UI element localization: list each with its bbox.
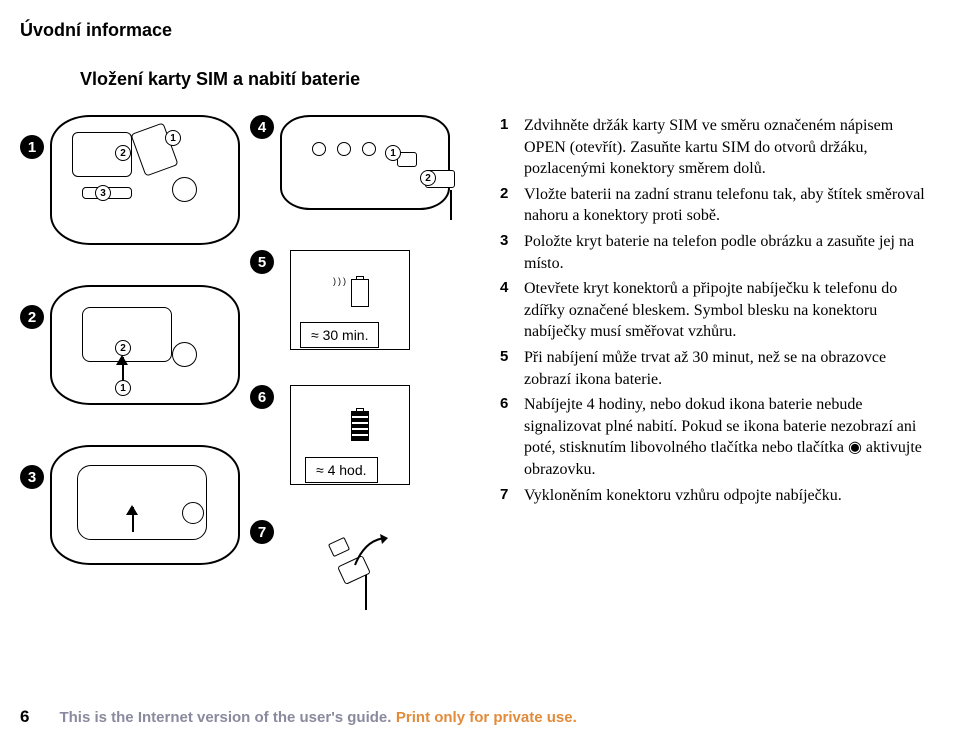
step-badge-3: 3 bbox=[20, 465, 44, 489]
page-number: 6 bbox=[20, 707, 29, 727]
step-badge-1: 1 bbox=[20, 135, 44, 159]
footer-text-orange: Print only for private use. bbox=[396, 709, 577, 726]
instruction-item: 2 Vložte baterii na zadní stranu telefon… bbox=[500, 184, 930, 227]
instruction-text: Vykloněním konektoru vzhůru odpojte nabí… bbox=[524, 485, 930, 507]
instructions-list: 1 Zdvihněte držák karty SIM ve směru ozn… bbox=[500, 115, 930, 645]
step-badge-2: 2 bbox=[20, 305, 44, 329]
instruction-number: 3 bbox=[500, 231, 524, 274]
instruction-item: 7 Vykloněním konektoru vzhůru odpojte na… bbox=[500, 485, 930, 507]
substep-2b: 2 bbox=[115, 340, 131, 356]
step-badge-4: 4 bbox=[250, 115, 274, 139]
substep-2: 2 bbox=[115, 145, 131, 161]
diagram-6: 6 ≈ 4 hod. bbox=[250, 385, 460, 505]
left-diagrams: 1 1 2 3 2 1 2 bbox=[20, 115, 240, 645]
instruction-text: Položte kryt baterie na telefon podle ob… bbox=[524, 231, 930, 274]
page-footer: 6 This is the Internet version of the us… bbox=[20, 707, 930, 727]
instruction-number: 7 bbox=[500, 485, 524, 507]
step-badge-5: 5 bbox=[250, 250, 274, 274]
diagram-1: 1 1 2 3 bbox=[20, 115, 240, 270]
instruction-number: 6 bbox=[500, 394, 524, 480]
substep-1: 1 bbox=[165, 130, 181, 146]
step-badge-6: 6 bbox=[250, 385, 274, 409]
phone-illustration-2 bbox=[50, 285, 240, 405]
diagram-column: 1 1 2 3 2 1 2 bbox=[20, 115, 480, 645]
instruction-text: Zdvihněte držák karty SIM ve směru označ… bbox=[524, 115, 930, 180]
instruction-text: Nabíjejte 4 hodiny, nebo dokud ikona bat… bbox=[524, 394, 930, 480]
instruction-number: 2 bbox=[500, 184, 524, 227]
instruction-item: 3 Položte kryt baterie na telefon podle … bbox=[500, 231, 930, 274]
footer-text-gray: This is the Internet version of the user… bbox=[59, 709, 391, 726]
callout-30min: ≈ 30 min. bbox=[300, 322, 379, 348]
instruction-number: 1 bbox=[500, 115, 524, 180]
substep-2c: 2 bbox=[420, 170, 436, 186]
diagram-4: 4 1 2 bbox=[250, 115, 460, 235]
instruction-text: Vložte baterii na zadní stranu telefonu … bbox=[524, 184, 930, 227]
section-header: Úvodní informace bbox=[20, 20, 930, 41]
diagram-2: 2 1 2 bbox=[20, 285, 240, 430]
instruction-text: Při nabíjení může trvat až 30 minut, než… bbox=[524, 347, 930, 390]
callout-4hod: ≈ 4 hod. bbox=[305, 457, 378, 483]
instruction-number: 5 bbox=[500, 347, 524, 390]
substep-3: 3 bbox=[95, 185, 111, 201]
phone-illustration-1 bbox=[50, 115, 240, 245]
phone-illustration-3 bbox=[50, 445, 240, 565]
instruction-number: 4 bbox=[500, 278, 524, 343]
instruction-item: 1 Zdvihněte držák karty SIM ve směru ozn… bbox=[500, 115, 930, 180]
step-badge-7: 7 bbox=[250, 520, 274, 544]
instruction-text: Otevřete kryt konektorů a připojte nabíj… bbox=[524, 278, 930, 343]
instruction-item: 4 Otevřete kryt konektorů a připojte nab… bbox=[500, 278, 930, 343]
instruction-item: 5 Při nabíjení může trvat až 30 minut, n… bbox=[500, 347, 930, 390]
subsection-header: Vložení karty SIM a nabití baterie bbox=[80, 69, 930, 90]
substep-1b: 1 bbox=[115, 380, 131, 396]
diagram-3: 3 bbox=[20, 445, 240, 585]
diagram-7: 7 bbox=[250, 520, 460, 630]
right-diagrams: 4 1 2 5 ))) ≈ bbox=[250, 115, 460, 645]
content-row: 1 1 2 3 2 1 2 bbox=[20, 115, 930, 645]
substep-1c: 1 bbox=[385, 145, 401, 161]
diagram-5: 5 ))) ≈ 30 min. bbox=[250, 250, 460, 370]
instruction-item: 6 Nabíjejte 4 hodiny, nebo dokud ikona b… bbox=[500, 394, 930, 480]
